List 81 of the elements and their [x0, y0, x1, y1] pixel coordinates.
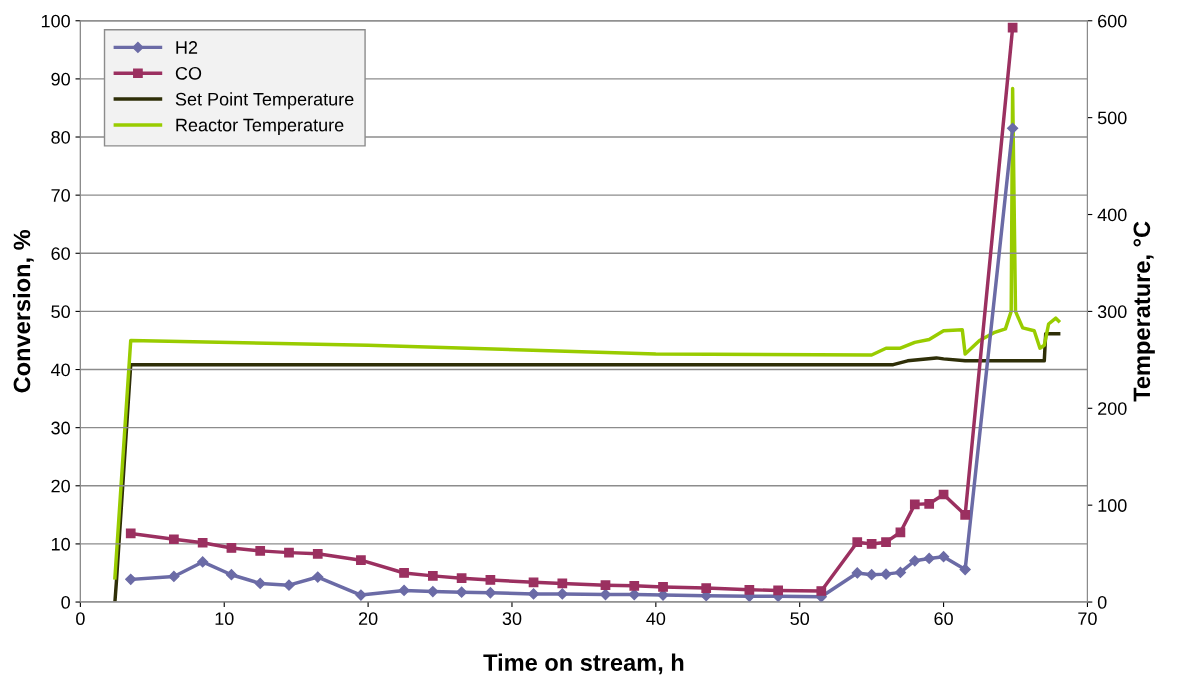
x-axis-title: Time on stream, h [483, 653, 684, 675]
point [427, 571, 438, 581]
x-tick-label: 30 [502, 612, 522, 626]
y2-tick-label: 300 [1097, 305, 1127, 319]
point [125, 573, 137, 585]
point [881, 537, 891, 548]
point [225, 569, 238, 581]
point [816, 586, 827, 596]
point [923, 552, 935, 565]
point [197, 537, 208, 548]
point [254, 577, 266, 590]
point [959, 563, 971, 576]
legend-label: CO [175, 66, 202, 80]
x-tick-label: 70 [1078, 612, 1097, 626]
point [600, 580, 611, 591]
point [866, 539, 877, 549]
point [701, 583, 712, 593]
x-tick-label: 60 [934, 612, 953, 626]
y2-tick-label: 500 [1097, 111, 1127, 125]
point [960, 509, 971, 520]
y-axis-title: Conversion, % [12, 230, 34, 393]
point [355, 589, 367, 601]
y-tick-label: 30 [51, 421, 70, 435]
point [168, 570, 180, 583]
point [1007, 122, 1019, 134]
x-tick-label: 50 [790, 612, 810, 626]
y-tick-label: 50 [51, 305, 70, 319]
point [169, 534, 179, 545]
point [851, 567, 863, 579]
point [485, 575, 496, 585]
point [226, 543, 237, 553]
y-tick-label: 40 [50, 363, 70, 377]
point [125, 528, 136, 539]
y-tick-label: 0 [61, 595, 70, 609]
point [312, 571, 324, 583]
y-tick-label: 80 [51, 130, 70, 144]
point [197, 556, 209, 568]
x-tick-label: 40 [646, 612, 666, 626]
point [880, 568, 892, 580]
y-tick-label: 20 [51, 479, 70, 493]
y2-tick-label: 0 [1097, 595, 1107, 609]
y-tick-label: 10 [51, 537, 70, 551]
y-tick-label: 90 [51, 72, 70, 86]
point [399, 568, 409, 578]
point [909, 555, 921, 567]
point [937, 551, 950, 563]
x-tick-label: 20 [358, 612, 378, 626]
point [283, 579, 295, 591]
y2-axis-title: Temperature, °C [1133, 221, 1155, 402]
point [658, 582, 668, 592]
point [773, 585, 783, 596]
point [852, 537, 863, 548]
point [894, 566, 907, 578]
point [744, 584, 755, 595]
point [909, 499, 920, 510]
point [255, 546, 266, 556]
y-tick-label: 70 [51, 189, 70, 202]
point [629, 580, 640, 591]
y2-tick-label: 600 [1098, 14, 1127, 28]
x-tick-label: 0 [76, 612, 85, 626]
point [398, 584, 410, 597]
point [356, 555, 366, 566]
y2-tick-label: 200 [1098, 402, 1127, 415]
y2-tick-label: 100 [1098, 499, 1127, 512]
legend-label: Set Point Temperature [175, 92, 354, 110]
y-tick-label: 60 [51, 247, 70, 260]
point [1007, 22, 1018, 33]
legend-label: Reactor Temperature [176, 118, 344, 136]
point [312, 548, 323, 559]
legend-label: H2 [176, 41, 198, 54]
point [895, 527, 906, 538]
point [556, 588, 568, 600]
point [924, 498, 935, 509]
x-tick-label: 10 [215, 612, 234, 626]
point [557, 578, 568, 589]
point [284, 547, 294, 558]
y-tick-label: 100 [41, 14, 70, 28]
line-series [113, 86, 1061, 580]
point [456, 573, 467, 584]
y2-tick-label: 400 [1097, 208, 1127, 222]
point [528, 577, 539, 588]
